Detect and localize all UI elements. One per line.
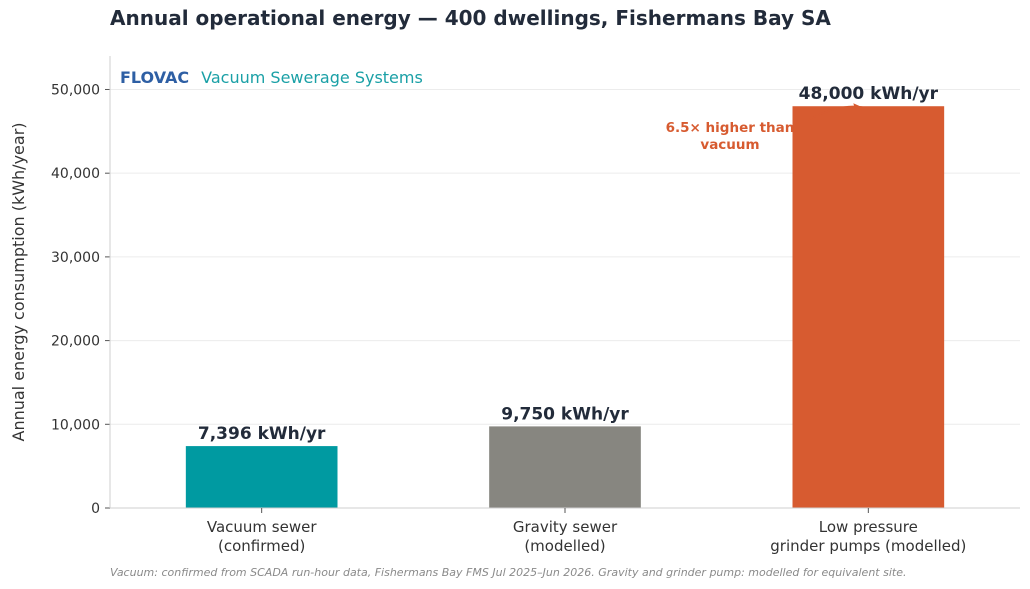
brand-logo-text: FLOVAC Vacuum Sewerage Systems [120, 68, 423, 87]
bar [489, 426, 641, 508]
footnote: Vacuum: confirmed from SCADA run-hour da… [110, 566, 907, 579]
bar [185, 446, 338, 508]
x-tick-label: Low pressure grinder pumps (modelled) [770, 518, 966, 555]
x-tick-label: Gravity sewer (modelled) [513, 518, 618, 555]
data-labels: 7,396 kWh/yr 9,750 kWh/yr 48,000 kWh/yr [198, 84, 939, 444]
x-tick-label: Vacuum sewer (confirmed) [207, 518, 317, 555]
y-axis-label: Annual energy consumption (kWh/year) [9, 122, 28, 441]
data-label: 9,750 kWh/yr [501, 404, 629, 424]
y-tick-label: 20,000 [51, 334, 100, 350]
bars [185, 106, 945, 508]
y-tick-label: 50,000 [51, 82, 100, 98]
bar [792, 106, 945, 508]
data-label: 7,396 kWh/yr [198, 424, 326, 444]
annotation-text: 6.5× higher than vacuum [666, 120, 795, 153]
y-tick-label: 40,000 [51, 166, 100, 182]
data-label: 48,000 kWh/yr [799, 84, 939, 104]
y-tick-label: 30,000 [51, 250, 100, 266]
annotation: 6.5× higher than vacuum [666, 103, 863, 153]
chart-title: Annual operational energy — 400 dwelling… [110, 6, 831, 30]
x-axis: Vacuum sewer (confirmed) Gravity sewer (mod… [110, 507, 1020, 555]
annotation-arrowhead [853, 103, 863, 111]
y-tick-label: 0 [91, 501, 100, 517]
y-tick-label: 10,000 [51, 417, 100, 433]
y-axis: 0 10,000 20,000 30,000 40,000 50,000 [51, 56, 111, 517]
